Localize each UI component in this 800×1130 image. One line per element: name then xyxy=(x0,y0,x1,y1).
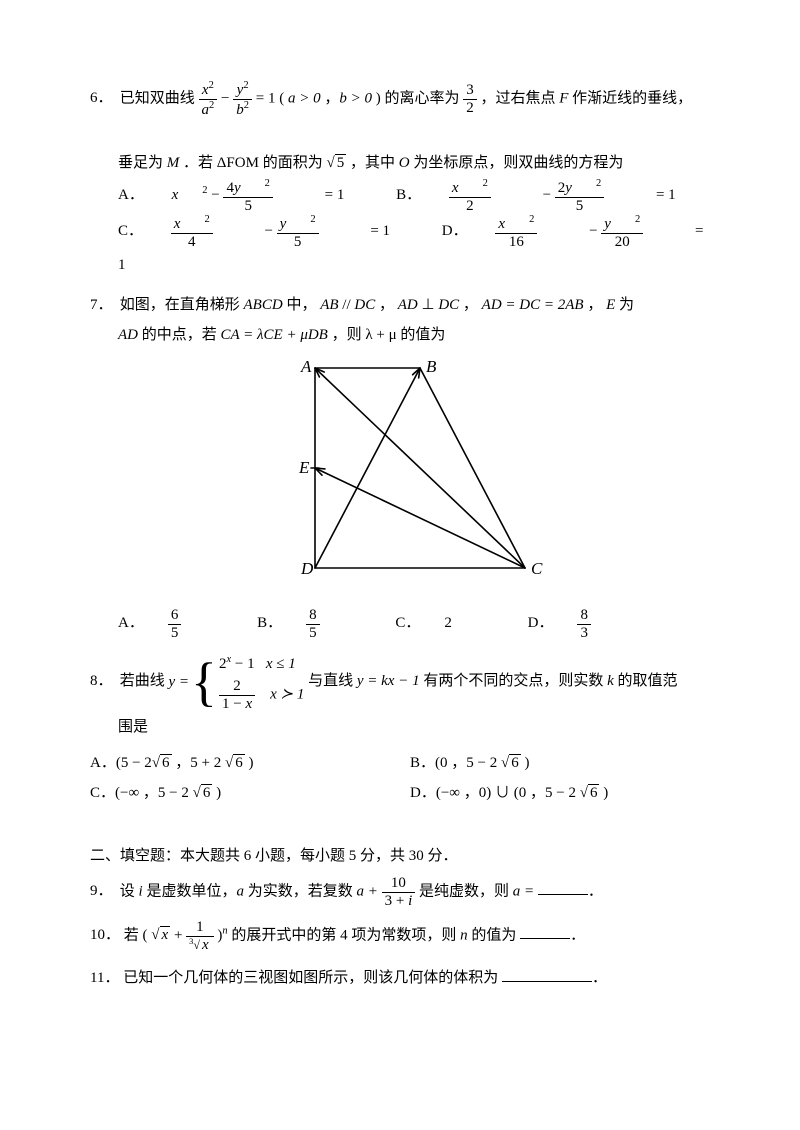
q10-number: 10． xyxy=(90,920,120,950)
piecewise: y = { 2x − 1 x ≤ 1 21 − x x ≻ 1 xyxy=(169,651,305,712)
q11-number: 11． xyxy=(90,963,119,993)
q7-options: A．65 B．85 C．2 D．83 xyxy=(118,607,730,641)
q7-figure: A B C D E xyxy=(90,358,730,599)
q6-number: 6． xyxy=(90,83,116,113)
question-7: 7． 如图，在直角梯形 ABCD 中， AB // DC ， AD ⊥ DC ，… xyxy=(90,290,730,641)
q6-options: A． x2 − 4y25 = 1 B． x22 − 2y25 = 1 C． x2… xyxy=(118,178,730,280)
q9-number: 9． xyxy=(90,876,116,906)
q7-opt-c: C．2 xyxy=(395,615,476,631)
svg-text:B: B xyxy=(426,358,437,376)
question-11: 11． 已知一个几何体的三视图如图所示，则该几何体的体积为 ． xyxy=(90,963,730,993)
q8-number: 8． xyxy=(90,666,116,696)
svg-text:E: E xyxy=(298,458,310,477)
question-10: 10． 若 ( √x + 13√x )n 的展开式中的第 4 项为常数项，则 n… xyxy=(90,919,730,953)
q8-options-row1: A．(5 − 2√6 ，5 + 2 √6 ) B．(0 ，5 − 2 √6 ) xyxy=(90,748,730,778)
hyperbola-eq: x2a2 xyxy=(199,80,218,118)
svg-text:C: C xyxy=(531,559,543,578)
page: 6． 已知双曲线 x2a2 − y2b2 = 1 ( a > 0 ，b > 0 … xyxy=(0,0,800,1043)
left-brace-icon: { xyxy=(191,655,217,709)
q8-options-row2: C．(−∞ ，5 − 2 √6 ) D．(−∞ ，0) ∪ (0 ，5 − 2 … xyxy=(90,778,730,808)
q8-opt-c: C．(−∞ ，5 − 2 √6 ) xyxy=(90,778,410,808)
q8-opt-d: D．(−∞ ，0) ∪ (0 ，5 − 2 √6 ) xyxy=(410,778,730,808)
q6-opt-b: B． x22 − 2y25 = 1 xyxy=(396,187,700,203)
trapezoid-diagram: A B C D E xyxy=(265,358,555,588)
q6-text: 已知双曲线 xyxy=(120,90,199,106)
q6-opt-a: A． x2 − 4y25 = 1 xyxy=(118,187,372,203)
question-6: 6． 已知双曲线 x2a2 − y2b2 = 1 ( a > 0 ，b > 0 … xyxy=(90,80,730,280)
q7-opt-d: D．83 xyxy=(528,615,639,631)
q10-blank xyxy=(520,923,570,939)
q7-opt-b: B．85 xyxy=(257,615,368,631)
section-2-title: 二、填空题：本大题共 6 小题，每小题 5 分，共 30 分． xyxy=(90,844,730,865)
q9-blank xyxy=(538,879,588,895)
q6-opt-c: C． x24 − y25 = 1 xyxy=(118,223,418,239)
svg-text:A: A xyxy=(300,358,312,376)
svg-text:D: D xyxy=(300,559,314,578)
q8-opt-b: B．(0 ，5 − 2 √6 ) xyxy=(410,748,730,778)
q11-blank xyxy=(502,966,592,982)
q8-opt-a: A．(5 − 2√6 ，5 + 2 √6 ) xyxy=(90,748,410,778)
question-9: 9． 设 i 是虚数单位，a 为实数，若复数 a + 103 + i 是纯虚数，… xyxy=(90,875,730,909)
q7-number: 7． xyxy=(90,290,116,320)
question-8: 8． 若曲线 y = { 2x − 1 x ≤ 1 21 − x x ≻ 1 与… xyxy=(90,651,730,808)
q7-opt-a: A．65 xyxy=(118,615,229,631)
